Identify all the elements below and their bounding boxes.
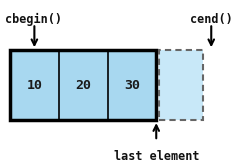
Bar — [10, 50, 59, 120]
Bar — [159, 50, 202, 120]
Text: cbegin(): cbegin() — [5, 13, 62, 26]
Text: last element: last element — [114, 150, 199, 163]
Text: 20: 20 — [75, 79, 91, 92]
Bar — [10, 50, 156, 120]
Bar — [159, 50, 202, 120]
Text: cend(): cend() — [190, 13, 232, 26]
Bar — [59, 50, 108, 120]
Text: 10: 10 — [26, 79, 42, 92]
Bar — [108, 50, 156, 120]
Text: 30: 30 — [124, 79, 140, 92]
